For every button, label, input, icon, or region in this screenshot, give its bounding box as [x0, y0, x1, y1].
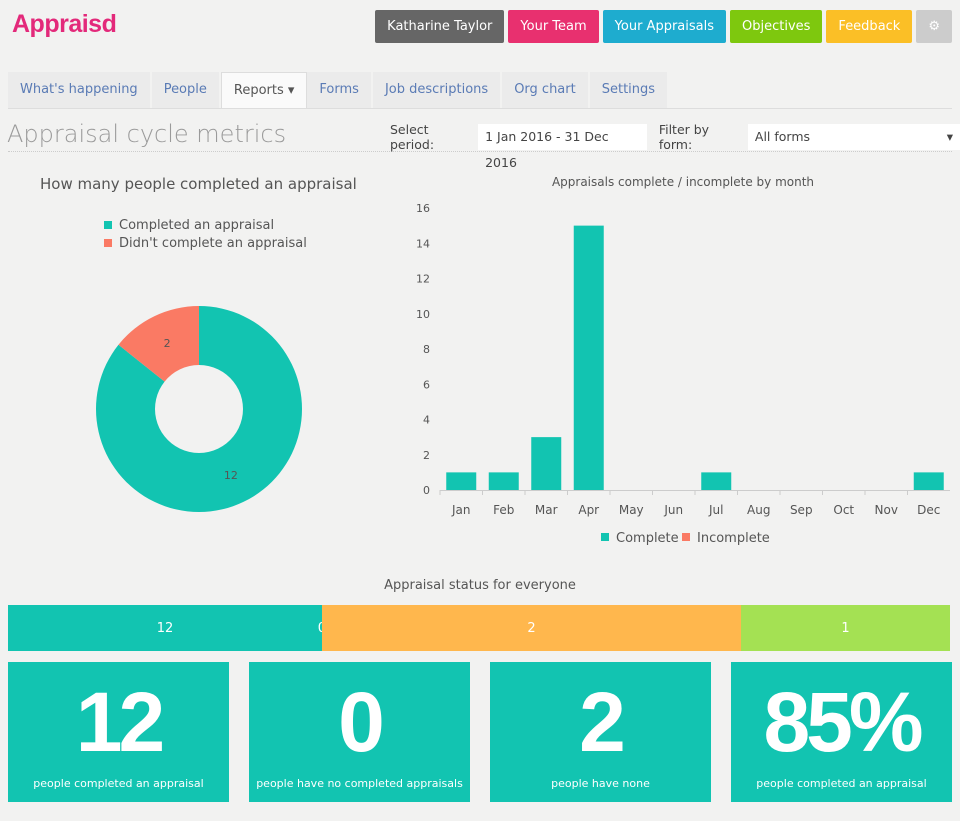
x-tick-label: Dec	[917, 503, 940, 517]
x-tick-label: Jun	[663, 503, 683, 517]
status-segment-none[interactable]: 2	[322, 605, 741, 651]
y-tick-label: 6	[423, 378, 430, 391]
stat-card-no-completed: 0 people have no completed appraisals	[249, 662, 470, 802]
tab-forms[interactable]: Forms	[307, 72, 373, 108]
top-nav: Katharine Taylor Your Team Your Appraisa…	[375, 10, 952, 43]
legend-swatch	[601, 533, 609, 541]
y-tick-label: 16	[416, 202, 430, 215]
y-tick-label: 8	[423, 343, 430, 356]
user-menu-button[interactable]: Katharine Taylor	[375, 10, 505, 43]
x-tick-label: Jan	[451, 503, 471, 517]
form-filter-label: Filter by form:	[658, 122, 710, 152]
appraisd-logo[interactable]: Appraisd	[12, 10, 117, 38]
bar-chart-title: Appraisals complete / incomplete by mont…	[552, 175, 814, 189]
bar-complete	[488, 472, 519, 490]
legend-label: Complete	[616, 531, 679, 546]
legend-label: Incomplete	[697, 531, 770, 546]
objectives-button[interactable]: Objectives	[730, 10, 823, 43]
bar-complete	[701, 472, 732, 490]
stat-card-percent: 85% people completed an appraisal	[731, 662, 952, 802]
legend-swatch	[682, 533, 690, 541]
caret-down-icon: ▾	[946, 129, 954, 144]
stat-card-none: 2 people have none	[490, 662, 711, 802]
form-filter-select[interactable]: All forms ▾	[747, 124, 960, 150]
y-tick-label: 2	[423, 449, 430, 462]
status-segment-complete[interactable]: 120	[8, 605, 326, 651]
tab-job-descriptions[interactable]: Job descriptions	[372, 72, 503, 108]
bar-chart: Appraisals complete / incomplete by mont…	[416, 175, 950, 546]
x-tick-label: Nov	[875, 503, 898, 517]
tab-settings[interactable]: Settings	[589, 72, 670, 108]
x-tick-label: Oct	[833, 503, 854, 517]
x-tick-label: Jul	[708, 503, 723, 517]
y-tick-label: 14	[416, 237, 430, 250]
donut-title: How many people completed an appraisal	[40, 175, 357, 193]
page-title: Appraisal cycle metrics	[7, 120, 287, 148]
filters: Select period: 1 Jan 2016 - 31 Dec 2016 …	[390, 122, 960, 170]
bar-complete	[573, 225, 604, 490]
legend-item-completed: Completed an appraisal	[104, 217, 307, 235]
form-filter-value: All forms	[754, 129, 811, 144]
donut-slice	[96, 306, 302, 512]
x-tick-label: Feb	[493, 503, 514, 517]
period-label: Select period:	[390, 122, 435, 152]
x-tick-label: Aug	[747, 503, 770, 517]
tab-reports[interactable]: Reports ▾	[220, 72, 308, 108]
status-title: Appraisal status for everyone	[384, 578, 576, 593]
donut-slice-label: 2	[164, 337, 171, 350]
x-tick-label: Sep	[790, 503, 813, 517]
bar-complete	[531, 437, 562, 490]
x-tick-label: May	[619, 503, 644, 517]
y-tick-label: 12	[416, 273, 430, 286]
bar-complete	[913, 472, 944, 490]
divider	[8, 151, 952, 152]
your-appraisals-button[interactable]: Your Appraisals	[602, 10, 726, 43]
status-segment-other[interactable]: 1	[741, 605, 950, 651]
stat-cards: 12 people completed an appraisal 0 people …	[8, 662, 952, 802]
tab-whats-happening[interactable]: What's happening	[8, 72, 152, 108]
bar-complete	[446, 472, 477, 490]
x-tick-label: Apr	[578, 503, 599, 517]
donut-slice	[118, 306, 199, 382]
legend-item-not-completed: Didn't complete an appraisal	[104, 235, 307, 253]
gear-icon[interactable]: ⚙	[916, 10, 952, 43]
stat-card-completed: 12 people completed an appraisal	[8, 662, 229, 802]
y-tick-label: 0	[423, 484, 430, 497]
y-tick-label: 4	[423, 414, 430, 427]
donut-slice-label: 12	[224, 469, 238, 482]
status-bar: 120 2 1	[8, 605, 950, 651]
status-segment-zero: 0	[318, 621, 326, 636]
tab-org-chart[interactable]: Org chart	[502, 72, 590, 108]
donut-legend: Completed an appraisal Didn't complete a…	[104, 217, 307, 253]
period-input[interactable]: 1 Jan 2016 - 31 Dec 2016	[478, 124, 647, 170]
feedback-button[interactable]: Feedback	[826, 10, 913, 43]
main-tabs: What's happening People Reports ▾ Forms …	[8, 72, 952, 109]
your-team-button[interactable]: Your Team	[508, 10, 599, 43]
y-tick-label: 10	[416, 308, 430, 321]
x-tick-label: Mar	[535, 503, 558, 517]
donut-chart: 12 2	[96, 306, 302, 512]
tab-people[interactable]: People	[151, 72, 221, 108]
